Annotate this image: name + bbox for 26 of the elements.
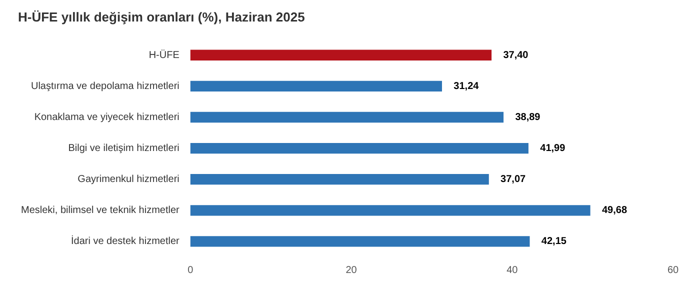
bar: [190, 142, 528, 154]
data-label: 31,24: [454, 80, 480, 92]
y-tick-label: Mesleki, bilimsel ve teknik hizmetler: [20, 205, 180, 216]
x-tick-label: 20: [346, 264, 358, 276]
x-tick-label: 60: [667, 264, 679, 276]
bar: [190, 174, 489, 185]
data-label: 41,99: [540, 143, 566, 154]
data-label: 42,15: [541, 236, 567, 248]
bar: [190, 50, 492, 60]
data-label: 49,68: [602, 205, 628, 216]
x-tick-label: 0: [188, 264, 194, 276]
y-tick-label: Gayrimenkul hizmetleri: [78, 174, 180, 186]
data-label: 38,89: [515, 112, 541, 123]
data-label: 37,40: [503, 50, 529, 61]
y-tick-label: Konaklama ve yiyecek hizmetleri: [34, 112, 180, 123]
bar: [190, 80, 442, 92]
data-label: 37,07: [500, 174, 526, 186]
y-tick-label: Bilgi ve iletişim hizmetleri: [68, 143, 180, 154]
y-tick-label: İdari ve destek hizmetler: [70, 235, 180, 248]
bar: [190, 112, 504, 123]
bar: [190, 205, 590, 216]
y-tick-label: H-ÜFE: [148, 48, 180, 61]
bar: [190, 236, 530, 247]
x-tick-label: 40: [506, 264, 518, 276]
chart-title: H-ÜFE yıllık değişim oranları (%), Haziran 2025: [18, 9, 305, 24]
y-tick-label: Ulaştırma ve depolama hizmetleri: [30, 80, 180, 92]
